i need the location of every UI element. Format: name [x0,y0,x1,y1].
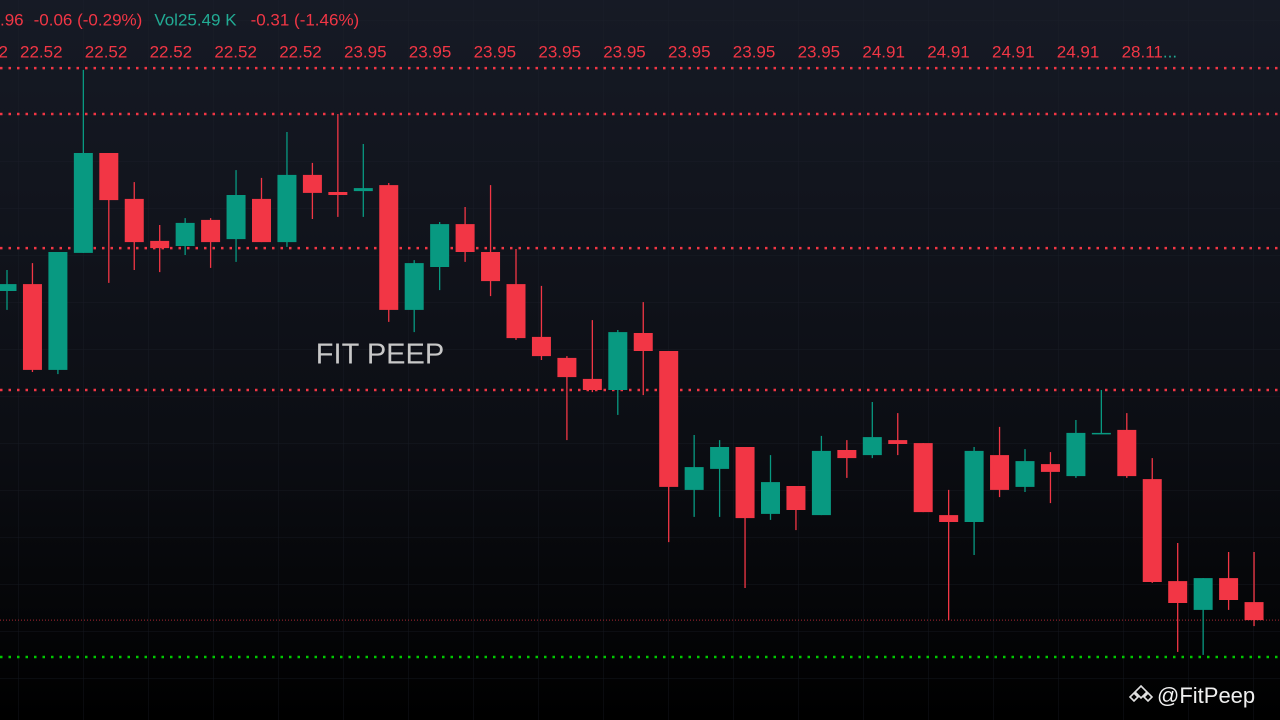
candle-body [761,482,780,514]
candle-body [506,284,526,339]
candle-body [1244,602,1264,621]
header-item: Vol [154,10,178,29]
level-label: 23.95 [538,42,581,61]
header-item: -0.06 (-0.29%) [34,10,143,29]
level-label-overflow: ... [1163,42,1177,61]
candle-body [1142,479,1162,582]
candle-body [175,222,195,246]
level-label: 24.91 [927,42,970,61]
candle-body [1117,429,1137,477]
candle-body [786,486,806,510]
candle-body [990,455,1010,490]
candle-body [1015,461,1035,487]
level-label: 22.52 [20,42,63,61]
level-label: 22.52 [85,42,128,61]
candle-body [379,185,399,310]
level-label: 22.52 [279,42,322,61]
candle-body [353,188,373,192]
level-label: 23.95 [344,42,387,61]
candle-body [328,192,348,195]
candle-body [710,447,730,469]
header-item: 25.49 K [178,10,237,29]
candle-body [1091,432,1111,435]
candle-body [1040,464,1060,472]
level-label: 2 [0,42,8,61]
candle-body [302,174,322,193]
candle-body [252,198,271,243]
level-label: 22.52 [214,42,257,61]
candle-body [964,450,984,522]
candle-body [811,450,831,516]
candle-body [888,440,908,444]
level-label: 24.91 [992,42,1035,61]
level-label: 23.95 [798,42,841,61]
level-label: 23.95 [603,42,646,61]
level-label: 23.95 [668,42,711,61]
candle-body [404,263,424,310]
candle-body [99,153,119,201]
level-label: 24.91 [862,42,905,61]
candle-body [531,336,551,357]
header-item: -0.31 (-1.46%) [251,10,360,29]
level-label: 24.91 [1057,42,1100,61]
candle-body [608,332,628,390]
candle-body [684,467,704,490]
candle-body [150,240,170,249]
candle-body [226,195,246,240]
candle-body [659,351,679,487]
candle-body [1066,432,1086,477]
candle-body [481,252,501,282]
credit: @FitPeep [1157,683,1255,708]
candle-body [0,284,17,291]
candle-body [430,224,450,267]
candle-body [557,357,577,378]
candle-body [939,515,959,522]
candle-body [277,174,297,243]
candle-body [735,447,755,519]
level-label: 22.52 [150,42,193,61]
watermark: FIT PEEP [316,339,444,371]
candle-body [22,284,42,370]
candle-body [73,153,93,253]
candle-body [124,198,144,243]
level-label: 23.95 [409,42,452,61]
level-label: 23.95 [474,42,517,61]
candle-body [201,219,221,243]
candle-body [913,443,933,513]
candle-body [582,378,602,390]
candle-body [1219,578,1239,600]
candle-body [1193,578,1213,610]
candle-body [862,437,882,456]
candle-body [48,252,68,370]
candle-body [455,224,475,252]
candle-body [1168,581,1188,603]
candle-body [633,333,653,351]
candle-body [837,450,857,459]
credit-badge: @FitPeep [1128,683,1255,708]
credit-icon [1128,684,1154,703]
header-item: .96 [0,10,24,29]
level-label: 23.95 [733,42,776,61]
level-label: 28.11 [1122,42,1163,61]
